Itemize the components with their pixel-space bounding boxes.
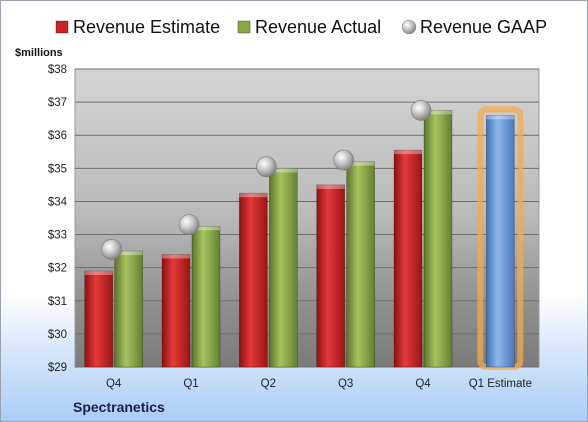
bar-revenue-actual-top (192, 226, 220, 231)
bar-revenue-estimate-top (162, 254, 190, 259)
bar-revenue-actual-top (346, 161, 375, 166)
legend-swatch (55, 20, 69, 34)
y-tick-label: $33 (48, 230, 67, 242)
legend-label: Revenue Actual (255, 17, 381, 37)
bar-revenue-actual (269, 168, 298, 368)
bar-revenue-actual-top (424, 110, 452, 115)
point-revenue-gaap (101, 239, 122, 260)
bar-revenue-actual (423, 110, 453, 368)
bar-revenue-actual (191, 225, 221, 368)
point-revenue-gaap (178, 214, 200, 235)
x-tick-label: Q1 (183, 378, 198, 390)
bar-revenue-actual (114, 250, 143, 368)
legend-label: Revenue Estimate (73, 17, 220, 37)
bar-revenue-estimate-top (84, 270, 113, 275)
y-tick-label: $34 (48, 196, 68, 208)
bar-revenue-estimate-top (394, 150, 422, 155)
point-revenue-gaap (333, 149, 354, 171)
legend: Revenue Estimate Revenue Actual Revenue GA… (55, 17, 547, 37)
y-tick-label: $37 (48, 97, 67, 109)
point-revenue-gaap (410, 100, 432, 121)
y-tick-label: $36 (48, 130, 67, 142)
bar-revenue-estimate (239, 192, 268, 368)
bar-revenue-estimate (161, 254, 191, 368)
y-tick-label: $31 (48, 296, 67, 308)
y-tick-label: $38 (48, 64, 67, 76)
y-axis-label: $millions (15, 47, 63, 59)
x-tick-label: Q1 Estimate (469, 378, 532, 390)
bar-q1-estimate (486, 115, 515, 368)
legend-label: Revenue GAAP (420, 17, 547, 37)
x-tick-label: Q4 (106, 378, 122, 390)
y-tick-label: $29 (48, 362, 67, 374)
bars (84, 100, 524, 370)
bar-revenue-estimate (316, 184, 345, 368)
legend-swatch (237, 20, 251, 34)
bar-revenue-estimate (393, 149, 423, 368)
bar-revenue-actual-top (269, 168, 298, 173)
bar-revenue-estimate-top (316, 184, 345, 189)
bar-revenue-estimate (84, 270, 113, 368)
point-revenue-gaap (256, 156, 277, 177)
y-tick-label: $35 (48, 163, 67, 175)
x-tick-label: Q4 (415, 378, 431, 390)
company-name: Spectranetics (73, 399, 165, 415)
bar-revenue-actual (346, 161, 375, 368)
y-tick-label: $30 (48, 329, 67, 341)
plot-area (74, 68, 540, 368)
bar-revenue-estimate-top (239, 193, 268, 198)
axis-labels: $29 $30 $31 $32 $33 $34 $35 $36 $37 $38 Q4 Q1 Q2 Q3 Q4… (48, 64, 532, 390)
bar-revenue-actual-top (114, 251, 143, 256)
y-tick-label: $32 (48, 263, 67, 275)
x-tick-label: Q3 (338, 378, 353, 390)
bar-q1-estimate-top (486, 115, 515, 120)
grid-lines (75, 68, 539, 368)
x-tick-label: Q2 (261, 378, 276, 390)
legend-swatch (401, 19, 417, 35)
